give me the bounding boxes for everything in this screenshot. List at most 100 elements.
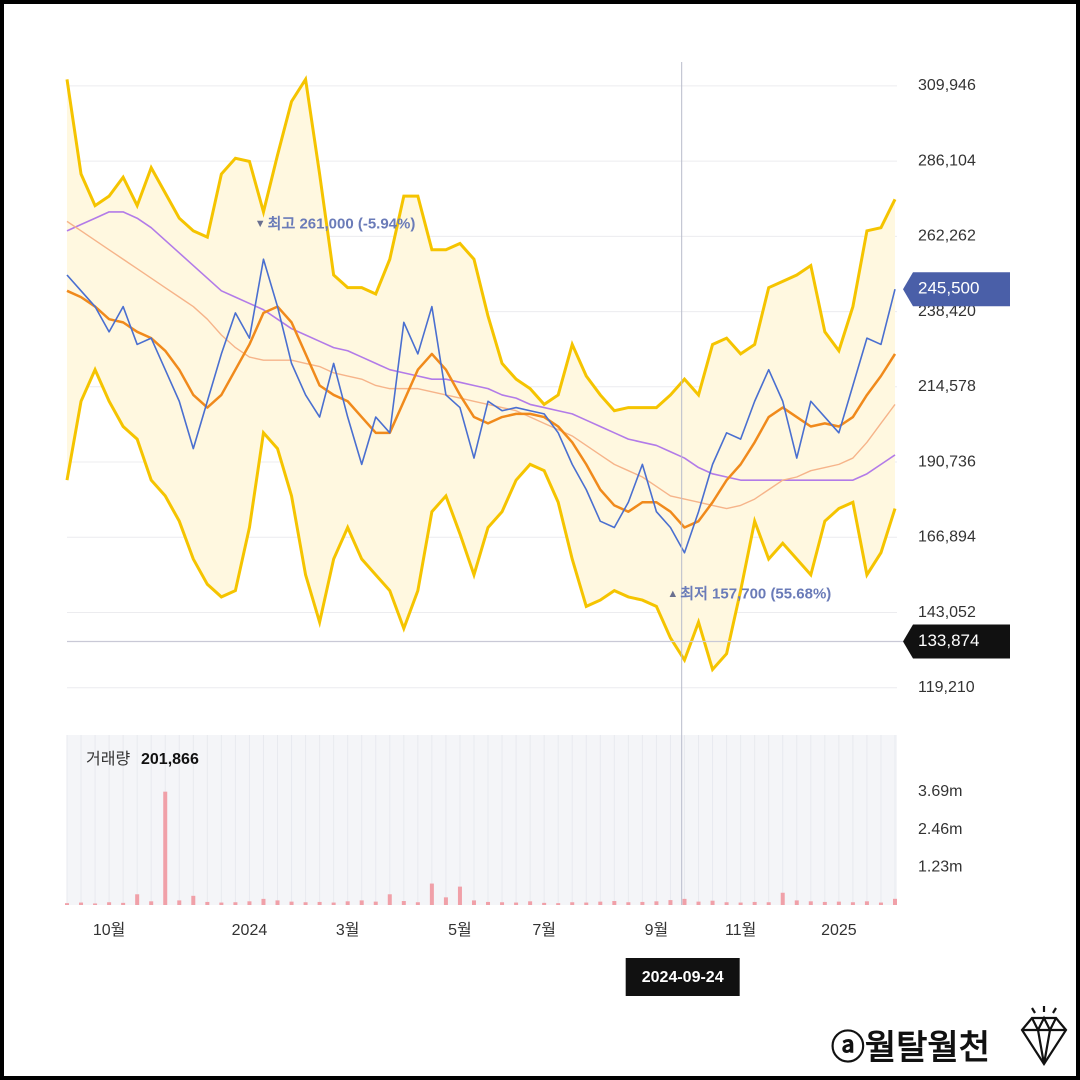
volume-bar <box>626 902 631 905</box>
series-line <box>66 220 896 510</box>
volume-bar <box>135 894 140 905</box>
diamond-icon <box>1020 1006 1068 1067</box>
top-layer: 119,210 143,052 166,894 190,736 214,578 238,4… <box>67 62 1010 996</box>
series-line <box>66 258 896 554</box>
volume-bar <box>724 902 729 905</box>
volume-bar <box>65 903 69 905</box>
volume-bar <box>275 900 280 905</box>
volume-bar <box>247 901 252 905</box>
price-tag <box>903 624 1010 659</box>
volume-title: 거래량 <box>86 750 130 768</box>
volume-bar <box>570 902 575 905</box>
volume-bar <box>107 902 112 905</box>
background-layer <box>66 79 897 905</box>
x-tick-label: 2025 <box>821 922 857 939</box>
date-tag-label: 2024-09-24 <box>642 969 724 986</box>
band-line <box>65 75 897 413</box>
volume-bar <box>850 902 855 905</box>
annotation: 최고 261,000 (-5.94%) <box>268 214 416 232</box>
volume-bar <box>177 900 182 905</box>
volume-bar <box>149 901 154 905</box>
volume-bar <box>415 902 420 905</box>
volume-bar <box>261 898 266 905</box>
main-layer <box>65 75 897 905</box>
volume-bar <box>752 901 757 905</box>
volume-bar <box>738 902 743 905</box>
volume-bar <box>710 900 715 905</box>
volume-bar <box>429 883 434 905</box>
series-line <box>66 211 896 481</box>
volume-bar <box>514 902 519 905</box>
volume-bar <box>766 902 771 905</box>
price-tag-label: 245,500 <box>918 279 979 298</box>
x-tick-label: 2024 <box>232 922 268 939</box>
annotation-marker: ▼ <box>255 218 266 230</box>
volume-bar <box>317 901 322 905</box>
y-tick-label: 143,052 <box>918 604 976 621</box>
volume-bar <box>640 901 645 905</box>
volume-bar <box>780 892 785 905</box>
volume-bar <box>163 791 168 905</box>
volume-tick-label: 3.69m <box>918 783 962 800</box>
volume-bar <box>359 900 364 905</box>
x-tick-label: 11월 <box>725 921 756 939</box>
volume-bar <box>486 901 491 905</box>
annotation-marker: ▲ <box>667 588 678 600</box>
volume-bar <box>864 901 869 905</box>
band-fill <box>67 79 895 670</box>
volume-bar <box>219 902 224 905</box>
volume-last: 201,866 <box>141 751 199 768</box>
volume-bar <box>556 903 561 905</box>
volume-bar <box>598 901 603 905</box>
volume-bar <box>836 901 841 905</box>
volume-bar <box>584 902 589 905</box>
date-tag <box>625 958 740 996</box>
volume-bar <box>878 902 883 905</box>
y-tick-label: 166,894 <box>918 529 976 546</box>
volume-tick-label: 2.46m <box>918 821 962 838</box>
annotation: 최저 157,700 (55.68%) <box>680 584 831 602</box>
band-line <box>65 366 897 673</box>
volume-bar <box>612 901 617 905</box>
volume-bar <box>893 898 897 905</box>
y-tick-label: 190,736 <box>918 453 976 470</box>
x-tick-label: 3월 <box>336 921 360 939</box>
volume-bar <box>289 901 294 905</box>
price-tag-label: 133,874 <box>918 631 979 650</box>
volume-bar <box>654 901 659 905</box>
x-tick-label: 5월 <box>448 921 472 939</box>
price-tag <box>903 272 1010 307</box>
volume-tick-label: 1.23m <box>918 859 962 876</box>
y-tick-label: 309,946 <box>918 77 976 94</box>
volume-bar <box>79 902 84 905</box>
volume-bar <box>233 902 238 905</box>
volume-bar <box>303 902 308 905</box>
series-line <box>66 289 897 529</box>
y-tick-label: 262,262 <box>918 228 976 245</box>
volume-bar <box>822 901 827 905</box>
y-tick-label: 238,420 <box>918 303 976 320</box>
volume-bar <box>443 897 448 905</box>
volume-bar <box>121 902 126 905</box>
volume-bar <box>205 901 210 905</box>
volume-bar <box>542 902 547 905</box>
volume-bar <box>387 894 392 905</box>
volume-bar <box>794 900 799 905</box>
volume-bar <box>471 900 476 905</box>
y-tick-label: 119,210 <box>918 679 975 696</box>
volume-bar <box>93 903 98 905</box>
volume-bar <box>331 902 336 905</box>
volume-bar <box>191 895 196 905</box>
volume-bar <box>696 901 701 905</box>
volume-bar <box>668 900 673 905</box>
volume-bar <box>401 901 406 905</box>
volume-bar <box>373 901 378 905</box>
y-tick-label: 214,578 <box>918 378 976 395</box>
volume-bar <box>528 901 533 905</box>
x-tick-label: 10월 <box>93 921 126 939</box>
volume-bar <box>500 902 505 905</box>
watermark: ⓐ월탈월천 <box>831 1029 990 1067</box>
